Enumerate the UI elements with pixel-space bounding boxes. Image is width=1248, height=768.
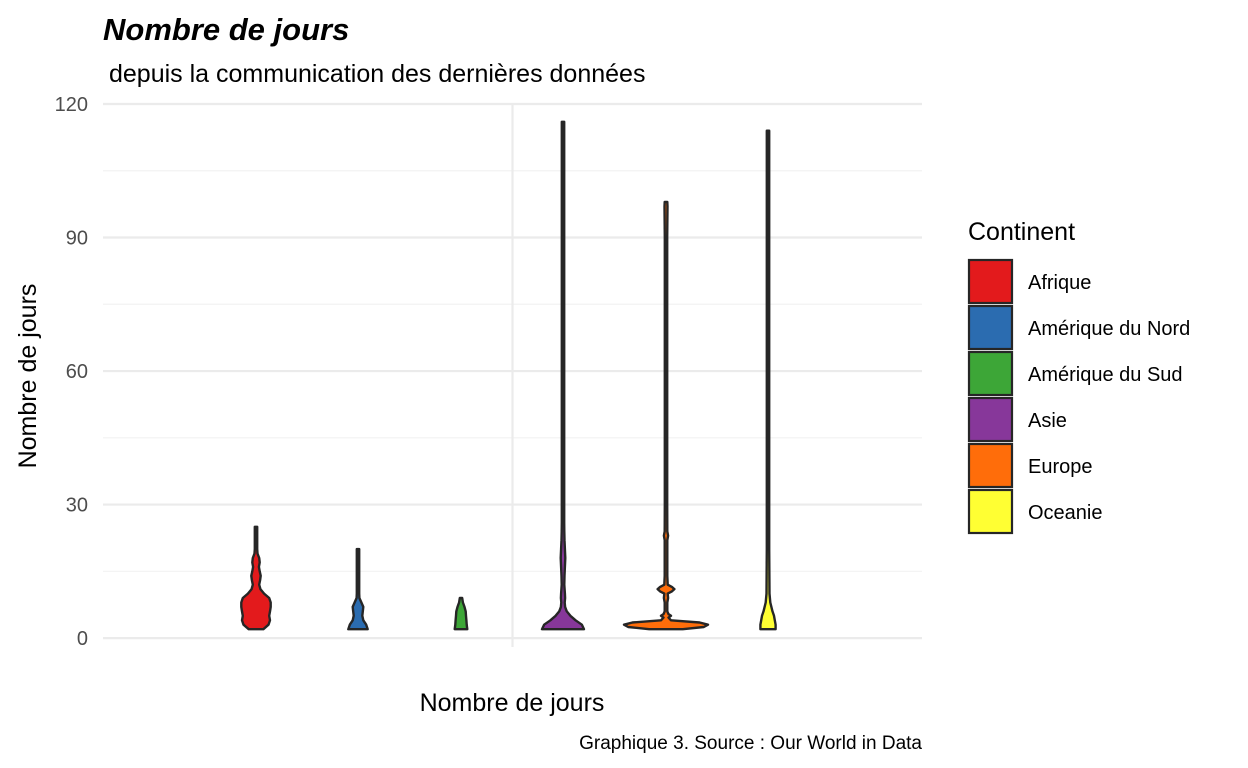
violin-am-rique-du-nord: [347, 547, 369, 631]
x-axis-title: Nombre de jours: [420, 689, 605, 717]
legend: Continent Afrique Amérique du Nord Amériqu…: [967, 218, 1190, 535]
chart-title: Nombre de jours: [103, 12, 349, 47]
legend-label: Oceanie: [1028, 502, 1103, 524]
violin-afrique: [240, 525, 272, 631]
legend-title: Continent: [968, 218, 1075, 246]
violin-am-rique-du-sud: [453, 596, 469, 631]
violin-europe: [622, 200, 710, 631]
y-axis-ticks: 0 30 60 90 120: [55, 94, 88, 650]
legend-label: Afrique: [1028, 272, 1091, 294]
legend-label: Amérique du Nord: [1028, 318, 1190, 340]
y-axis-title: Nombre de jours: [14, 284, 42, 469]
legend-items: Afrique Amérique du Nord Amérique du Sud As…: [967, 258, 1190, 535]
legend-key: [967, 304, 1014, 351]
violin-asie: [540, 120, 586, 631]
legend-label: Amérique du Sud: [1028, 364, 1183, 386]
chart-subtitle: depuis la communication des dernières do…: [109, 60, 645, 88]
legend-key: [967, 350, 1014, 397]
legend-key: [967, 258, 1014, 305]
violin-layer: [240, 120, 777, 631]
legend-label: Europe: [1028, 456, 1093, 478]
chart-caption: Graphique 3. Source : Our World in Data: [579, 733, 922, 754]
violin-oceanie: [759, 129, 777, 631]
y-tick-label: 120: [55, 94, 88, 116]
y-tick-label: 0: [77, 628, 88, 650]
legend-key: [967, 442, 1014, 489]
legend-label: Asie: [1028, 410, 1067, 432]
y-tick-label: 90: [66, 228, 88, 250]
y-tick-label: 60: [66, 361, 88, 383]
legend-key: [967, 396, 1014, 443]
legend-key: [967, 488, 1014, 535]
y-tick-label: 30: [66, 495, 88, 517]
grid-layer: [103, 102, 922, 647]
